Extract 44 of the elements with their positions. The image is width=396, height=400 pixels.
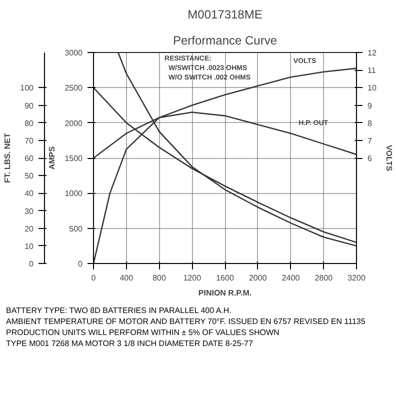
y-tick-label: 3000 [64,48,84,58]
y3-tick-label: 7 [368,136,372,146]
y2-tick-label: 70 [24,136,34,146]
y2-tick-label: 60 [24,154,34,163]
y2-tick-label: 80 [24,118,34,128]
y3-tick-label: 6 [368,154,372,163]
y-tick-label: 2500 [64,84,84,93]
y3-tick-label: 9 [368,101,372,110]
y-tick-label: 1000 [64,189,84,198]
y2-tick-label: 40 [24,189,34,198]
x-tick-label: 2400 [282,274,300,282]
text: PRODUCTION UNITS WILL PERFORM WITHIN ± 5% OF VALUES SHOWN [6,327,280,338]
text: AMBIENT TEMPERATURE OF MOTOR AND BATTERY 70°F. ISSUED EN 6757 REVISED EN 11135 [6,316,366,327]
x-tick-label: 2000 [248,274,268,282]
y2-tick-label: 30 [24,206,34,216]
y-axis-title: AMPS [48,146,57,170]
y3-tick-label: 11 [368,66,376,76]
y3-axis-title: VOLTS [384,144,394,172]
y2-tick-label: 20 [24,224,34,234]
x-tick-label: 400 [120,274,134,282]
y2-tick-label: 10 [24,242,34,251]
y2-tick-label: 90 [24,101,34,110]
y2-tick-label: 50 [24,172,34,181]
x-tick-label: 1600 [216,274,234,282]
y2-tick-label: 100 [20,84,34,93]
y-tick-label: 0 [78,260,84,268]
y2-axis-title: FT. LBS. NET [3,133,12,183]
text: TYPE M001 7268 MA MOTOR 3 1/8 INCH DIAMETER DATE 8-25-77 [6,338,254,349]
x-tick-label: 0 [91,274,96,282]
x-axis-title: PINION R.P.M. [198,288,252,298]
x-tick-label: 800 [152,274,166,282]
y3-tick-label: 10 [368,84,377,93]
y-tick-label: 1500 [64,154,84,163]
chart-title: M0017318ME [188,8,262,22]
x-tick-label: 3200 [348,274,366,282]
y-tick-label: 500 [69,224,84,234]
x-tick-label: 2800 [314,274,334,282]
text: BATTERY TYPE: TWO 8D BATTERIES IN PARALLEL 400 A.H. [6,305,232,316]
y3-tick-label: 8 [368,118,372,128]
x-tick-label: 1200 [183,274,202,282]
chart-subtitle: Performance Curve [172,34,278,48]
y2-tick-label: 0 [29,260,34,268]
y3-tick-label: 12 [368,48,377,58]
y-tick-label: 2000 [64,118,84,128]
